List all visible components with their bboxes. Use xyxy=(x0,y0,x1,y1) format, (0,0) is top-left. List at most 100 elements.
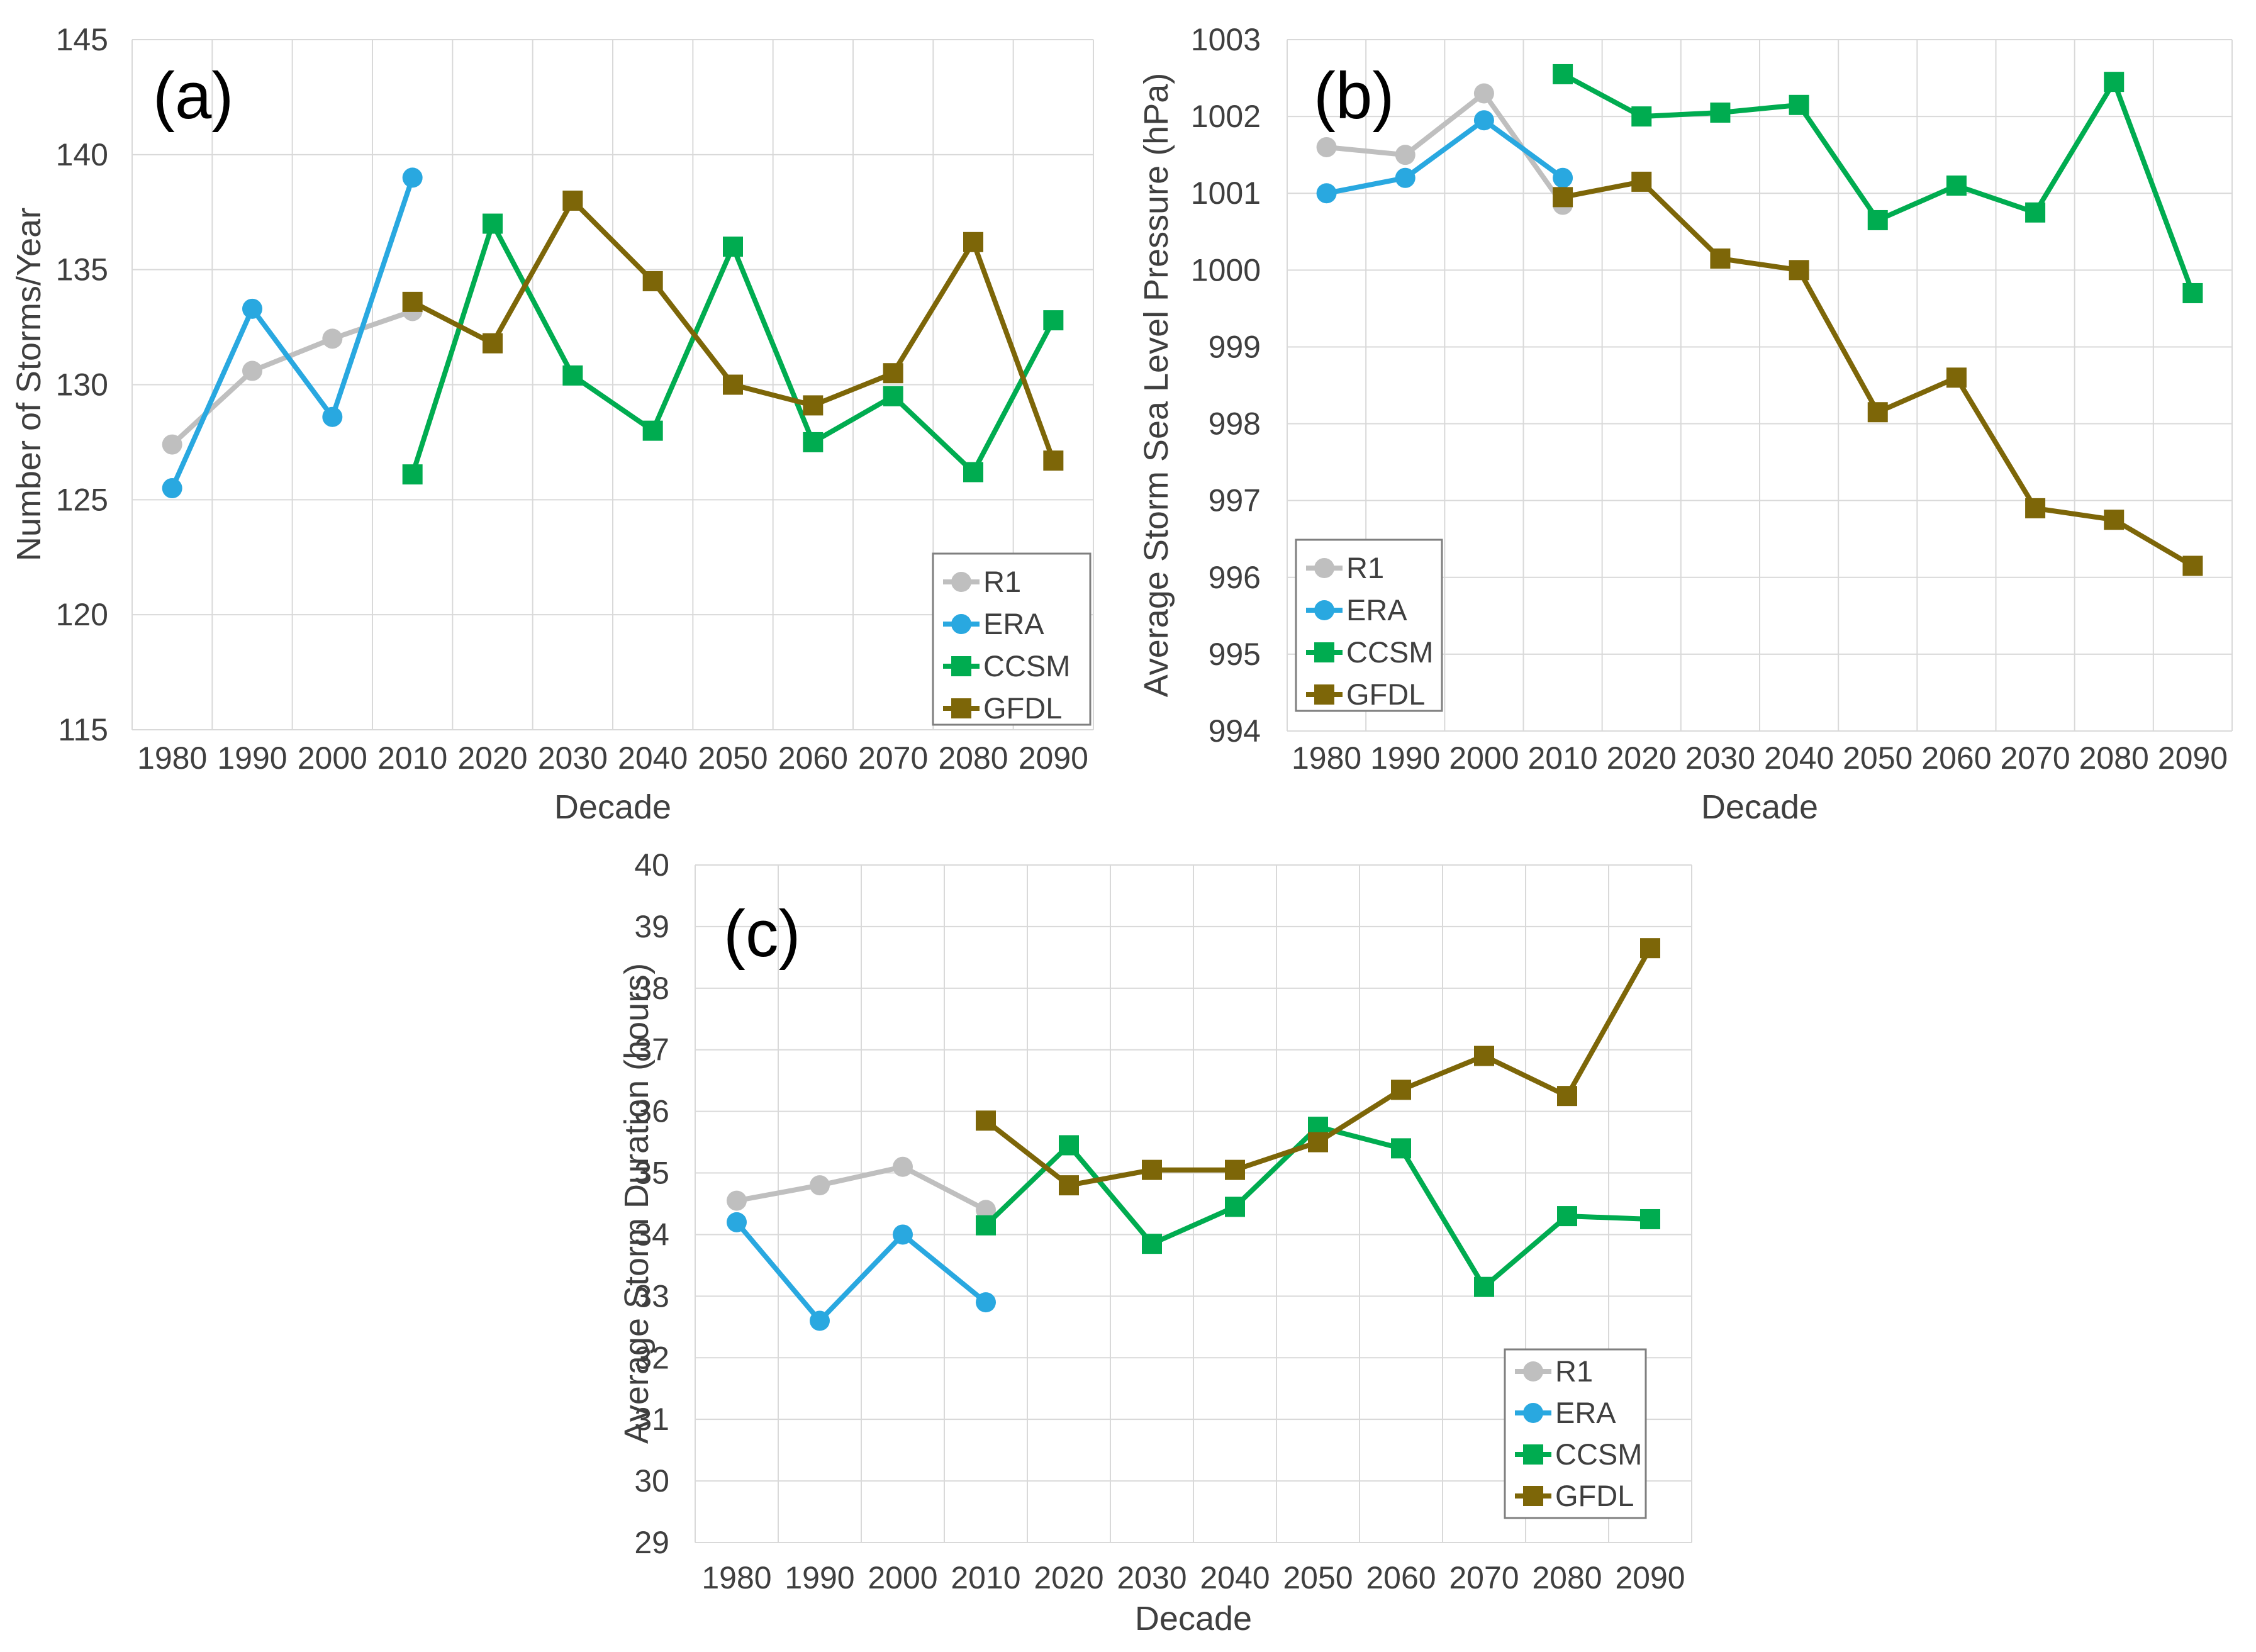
series-point-GFDL-c xyxy=(1225,1159,1245,1180)
x-axis-title-b: Decade xyxy=(1700,788,1819,826)
legend-label-CCSM-a: CCSM xyxy=(983,649,1070,683)
series-point-ERA-a xyxy=(162,478,182,499)
x-axis-title-c: Decade xyxy=(1134,1600,1253,1638)
series-point-GFDL-c xyxy=(1059,1175,1079,1196)
series-point-CCSM-b xyxy=(1631,106,1652,127)
x-tick-label-c: 1990 xyxy=(785,1560,854,1595)
y-tick-label-b: 998 xyxy=(1209,406,1261,442)
y-tick-label-b: 996 xyxy=(1209,560,1261,595)
legend-label-GFDL-b: GFDL xyxy=(1346,678,1425,711)
series-point-ERA-a xyxy=(402,167,423,188)
series-point-GFDL-a xyxy=(1043,450,1064,471)
legend-label-ERA-c: ERA xyxy=(1555,1396,1616,1429)
series-point-ERA-b xyxy=(1473,110,1494,131)
series-point-CCSM-b xyxy=(2104,72,2125,92)
y-tick-label-c: 30 xyxy=(634,1463,669,1499)
series-point-GFDL-b xyxy=(1946,367,1967,388)
series-point-R1-c xyxy=(727,1190,747,1211)
legend-label-R1-b: R1 xyxy=(1346,551,1384,584)
x-tick-label-b: 2030 xyxy=(1685,740,1755,776)
series-line-R1-a xyxy=(169,308,415,447)
y-tick-label-b: 994 xyxy=(1209,713,1261,749)
series-point-GFDL-a xyxy=(803,395,824,416)
series-point-GFDL-c xyxy=(976,1110,996,1131)
series-line-ERA-a xyxy=(169,175,415,491)
series-point-GFDL-b xyxy=(1710,248,1731,269)
x-tick-label-a: 2090 xyxy=(1019,740,1088,776)
x-tick-label-c: 2050 xyxy=(1283,1560,1353,1595)
y-tick-label-a: 115 xyxy=(58,712,108,747)
series-point-CCSM-a xyxy=(723,237,743,257)
legend-label-CCSM-c: CCSM xyxy=(1555,1437,1642,1471)
y-tick-label-a: 140 xyxy=(56,137,108,172)
legend-marker-R1-c xyxy=(1523,1361,1543,1381)
x-tick-label-b: 2060 xyxy=(1921,740,1991,776)
series-point-ERA-b xyxy=(1553,167,1573,188)
series-point-GFDL-a xyxy=(402,291,423,312)
y-tick-label-b: 1002 xyxy=(1191,99,1261,134)
y-tick-label-c: 32 xyxy=(634,1340,669,1375)
x-tick-label-a: 1980 xyxy=(137,740,207,776)
legend-marker-GFDL-b xyxy=(1314,684,1334,705)
legend-label-ERA-a: ERA xyxy=(983,607,1044,640)
y-tick-label-a: 145 xyxy=(56,22,108,57)
x-tick-label-a: 2000 xyxy=(298,740,367,776)
y-tick-label-c: 34 xyxy=(634,1217,669,1252)
series-line-ERA-c xyxy=(734,1219,988,1324)
x-tick-label-c: 2080 xyxy=(1532,1560,1602,1595)
legend-marker-R1-a xyxy=(951,572,971,592)
panel-label-c: (c) xyxy=(723,897,801,971)
series-point-GFDL-a xyxy=(963,232,983,252)
series-point-GFDL-c xyxy=(1142,1159,1162,1180)
series-point-GFDL-b xyxy=(1789,260,1809,281)
series-point-ERA-c xyxy=(893,1224,913,1245)
panel-label-b: (b) xyxy=(1314,59,1395,133)
y-tick-label-b: 1003 xyxy=(1191,22,1261,57)
panel-label-a: (a) xyxy=(153,59,234,133)
series-point-CCSM-c xyxy=(976,1215,996,1236)
series-point-CCSM-a xyxy=(803,432,824,452)
y-tick-label-b: 995 xyxy=(1209,637,1261,672)
x-tick-label-b: 2040 xyxy=(1764,740,1834,776)
series-point-R1-c xyxy=(810,1175,830,1196)
series-point-R1-b xyxy=(1395,145,1416,165)
x-tick-label-b: 1980 xyxy=(1292,740,1361,776)
x-tick-label-b: 2090 xyxy=(2158,740,2228,776)
series-point-GFDL-c xyxy=(1391,1080,1411,1100)
series-point-CCSM-a xyxy=(1043,310,1064,331)
series-point-R1-b xyxy=(1316,137,1337,157)
y-axis-title-a: Number of Storms/Year xyxy=(10,207,48,562)
series-point-GFDL-b xyxy=(1631,171,1652,192)
legend-marker-ERA-b xyxy=(1314,600,1334,620)
series-point-CCSM-a xyxy=(963,462,983,483)
series-line-ERA-b xyxy=(1324,118,1566,196)
series-point-CCSM-b xyxy=(1710,103,1731,123)
y-tick-label-c: 35 xyxy=(634,1156,669,1191)
series-point-CCSM-a xyxy=(402,464,423,485)
series-point-R1-c xyxy=(976,1200,996,1220)
x-tick-label-a: 2060 xyxy=(778,740,848,776)
legend-marker-GFDL-a xyxy=(951,698,971,718)
y-axis-title-b: Average Storm Sea Level Pressure (hPa) xyxy=(1137,72,1175,698)
x-tick-label-c: 2060 xyxy=(1366,1560,1436,1595)
x-tick-label-a: 2010 xyxy=(377,740,447,776)
legend-marker-GFDL-c xyxy=(1523,1486,1543,1506)
series-point-GFDL-b xyxy=(1553,187,1573,208)
y-tick-label-c: 40 xyxy=(634,847,669,883)
series-point-CCSM-b xyxy=(2025,202,2046,223)
series-point-CCSM-a xyxy=(883,386,903,406)
series-point-GFDL-b xyxy=(1867,402,1888,423)
series-point-CCSM-b xyxy=(1553,64,1573,84)
series-line-CCSM-a xyxy=(410,221,1056,477)
x-tick-label-b: 1990 xyxy=(1370,740,1440,776)
series-point-ERA-b xyxy=(1316,183,1337,204)
x-tick-label-a: 2020 xyxy=(457,740,527,776)
series-point-ERA-a xyxy=(242,298,262,319)
series-point-GFDL-a xyxy=(483,333,503,354)
series-point-CCSM-c xyxy=(1557,1206,1577,1227)
legend-label-GFDL-c: GFDL xyxy=(1555,1479,1634,1512)
x-tick-label-a: 2050 xyxy=(698,740,768,776)
series-point-CCSM-a xyxy=(483,213,503,234)
